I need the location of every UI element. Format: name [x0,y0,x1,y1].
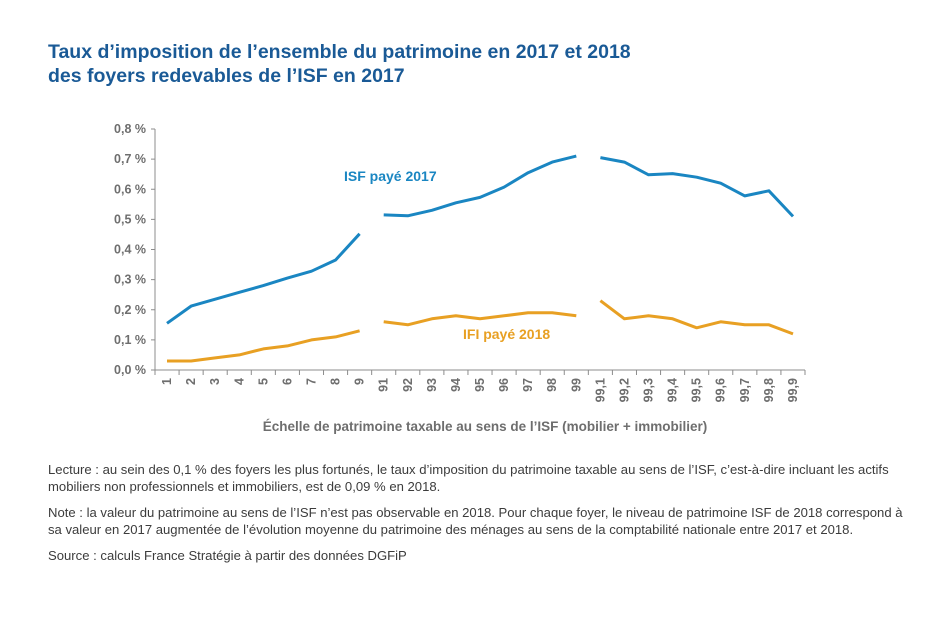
x-tick-label: 99,6 [714,378,728,402]
x-tick-label: 99,5 [690,378,704,402]
x-tick-label: 91 [377,378,391,392]
chart-notes: Lecture : au sein des 0,1 % des foyers l… [48,461,918,573]
x-tick-label: 99,2 [617,378,631,402]
x-tick-label: 1 [160,378,174,385]
legend-label-isf-2017: ISF payé 2017 [344,168,437,184]
x-tick-label: 99,1 [593,378,607,402]
line-chart: 0,0 % 0,1 % 0,2 % 0,3 % 0,4 % 0,5 % 0,6 % 0,7 %… [114,122,806,434]
y-tick-label: 0,5 % [114,212,146,226]
x-axis-title: Échelle de patrimoine taxable au sens de… [263,419,708,434]
x-tick-label: 99 [569,378,583,392]
x-tick-label: 96 [497,378,511,392]
x-tick-label: 5 [256,378,270,385]
y-tick-label: 0,4 % [114,243,146,257]
series-line-ifi-2018-segment-2 [383,311,577,327]
y-tick-label: 0,7 % [114,152,146,166]
series-line-isf-2017-segment-3 [600,156,795,218]
series-line-ifi-2018-segment-1 [167,329,360,363]
x-tick-label: 6 [280,378,294,385]
legend-label-ifi-2018: IFI payé 2018 [463,326,550,342]
x-tick-label: 2 [184,378,198,385]
x-tick-label: 98 [545,378,559,392]
source-note: Source : calculs France Stratégie à part… [48,548,407,563]
y-tick-label: 0,2 % [114,303,146,317]
x-tick-label: 9 [353,378,367,385]
series-line-isf-2017-segment-1 [166,232,361,325]
x-tick-label: 99,7 [738,378,752,402]
chart-title-line-2: des foyers redevables de l’ISF en 2017 [48,65,405,87]
chart-title: Taux d’imposition de l’ensemble du patri… [48,40,908,88]
x-tick-label: 97 [521,378,535,392]
y-tick-label: 0,8 % [114,122,146,136]
y-tick-label: 0,0 % [114,363,146,377]
x-tick-label: 8 [329,378,343,385]
x-tick-label: 92 [401,378,415,392]
x-tick-label: 99,3 [642,378,656,402]
x-tick-label: 94 [449,378,463,392]
chart-title-line-1: Taux d’imposition de l’ensemble du patri… [48,41,631,63]
y-tick-label: 0,1 % [114,333,146,347]
series-line-ifi-2018-segment-3 [599,299,794,336]
x-tick-label: 7 [304,378,318,385]
x-tick-label: 99,8 [762,378,776,402]
x-tick-label: 99,9 [786,378,800,402]
y-tick-label: 0,6 % [114,182,146,196]
x-tick-label: 95 [473,378,487,392]
y-tick-label: 0,3 % [114,273,146,287]
series-line-isf-2017-segment-2 [383,154,577,218]
x-tick-label: 99,4 [666,378,680,402]
x-tick-label: 93 [425,378,439,392]
x-tick-label: 4 [232,378,246,385]
x-tick-label: 3 [208,378,222,385]
methodology-note: Note : la valeur du patrimoine au sens d… [48,505,903,537]
reading-note: Lecture : au sein des 0,1 % des foyers l… [48,462,889,494]
